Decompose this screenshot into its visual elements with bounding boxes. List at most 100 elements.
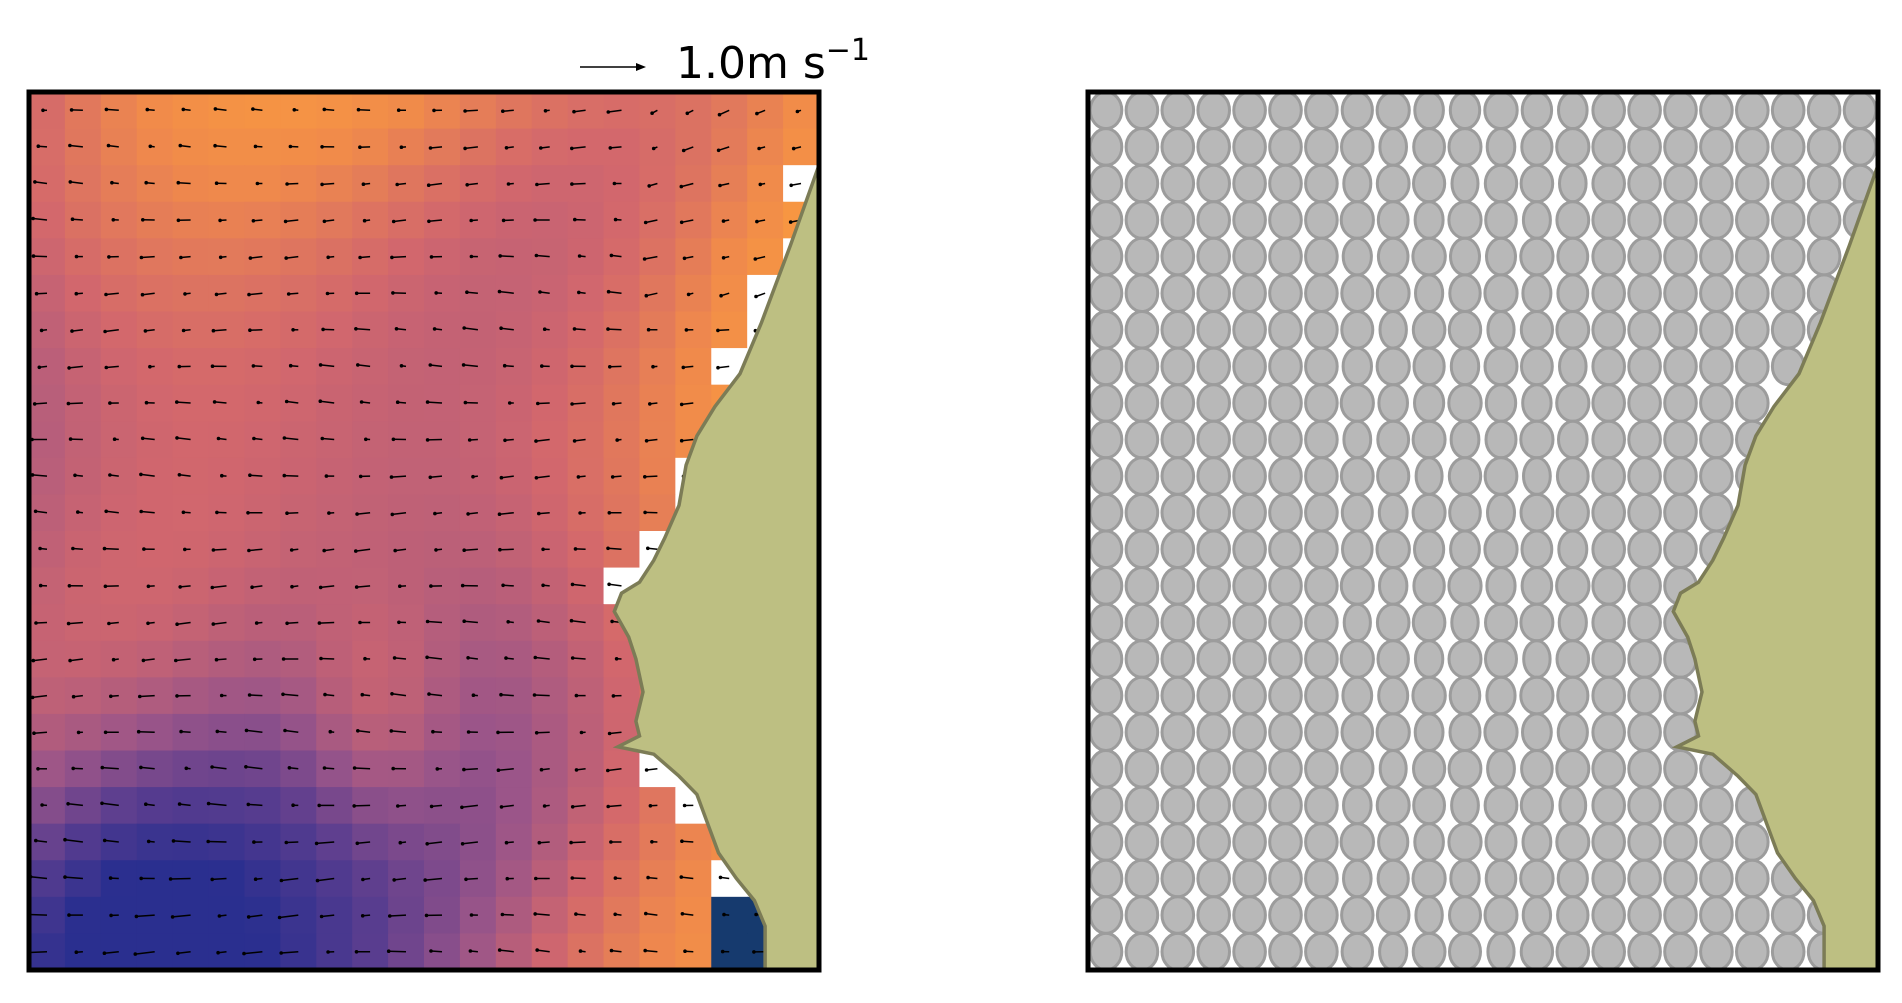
variance-ellipse [1270,275,1302,312]
variance-ellipse [1162,494,1194,531]
heatmap-cell [101,824,138,861]
variance-ellipse [1234,787,1266,824]
velocity-arrowhead [360,400,364,404]
variance-ellipse [1701,312,1733,349]
velocity-arrowhead [722,219,726,223]
variance-ellipse [1306,348,1338,385]
velocity-arrowhead [503,439,507,443]
heatmap-cell [244,202,281,239]
heatmap-cell [604,202,641,239]
variance-ellipse [1162,312,1194,349]
velocity-arrow [390,915,406,916]
heatmap-cell [388,604,425,641]
variance-ellipse [1126,677,1158,714]
variance-ellipse [1234,92,1266,129]
heatmap-cell [101,458,138,495]
variance-ellipse [1772,897,1804,934]
heatmap-cell [460,641,497,678]
velocity-arrowhead [460,806,464,810]
velocity-arrowhead [498,512,502,516]
variance-ellipse [1162,421,1194,458]
heatmap-cell [65,458,102,495]
heatmap-cell [424,641,461,678]
velocity-arrowhead [427,220,431,224]
velocity-arrowhead [67,622,71,626]
velocity-arrowhead [613,913,617,917]
velocity-arrow [571,842,586,843]
velocity-arrowhead [612,694,616,698]
velocity-arrowhead [436,767,440,771]
variance-ellipse [1234,604,1266,641]
variance-ellipse [1737,933,1769,970]
velocity-arrowhead [70,108,74,112]
variance-ellipse [1737,348,1769,385]
heatmap-cell [675,312,712,349]
variance-ellipse [1593,641,1625,678]
variance-ellipse [1234,714,1266,751]
velocity-arrowhead [390,692,394,696]
velocity-arrowhead [504,656,508,660]
velocity-arrowhead [285,400,289,404]
variance-ellipse [1306,751,1338,788]
velocity-arrow [572,878,585,879]
heatmap-cell [675,897,712,934]
velocity-arrowhead [69,437,73,441]
heatmap-cell [424,604,461,641]
variance-ellipse [1234,897,1266,934]
heatmap-cell [316,238,353,275]
velocity-arrowhead [355,585,359,589]
variance-ellipse [1377,897,1409,934]
variance-ellipse [1090,275,1122,312]
variance-ellipse [1665,677,1697,714]
velocity-arrowhead [70,329,74,333]
velocity-arrowhead [400,145,404,149]
velocity-arrowhead [113,437,117,441]
velocity-arrowhead [109,876,113,880]
velocity-arrowhead [281,693,285,697]
variance-ellipse [1198,787,1230,824]
velocity-arrow [171,879,191,880]
quiver-key-value: 1.0 [676,38,746,89]
velocity-arrowhead [578,511,582,515]
velocity-arrow [34,256,48,257]
velocity-arrowhead [388,914,392,918]
velocity-arrowhead [146,622,150,626]
variance-ellipse [1416,458,1442,495]
heatmap-cell [316,494,353,531]
variance-ellipse [1162,897,1194,934]
velocity-arrow [250,695,263,696]
variance-ellipse [1629,860,1661,897]
velocity-arrowhead [185,767,189,771]
velocity-arrowhead [220,694,224,698]
variance-ellipse [1126,385,1158,422]
velocity-arrowhead [249,256,253,260]
velocity-arrowhead [252,840,256,844]
velocity-arrowhead [682,366,686,370]
variance-ellipse [1737,897,1769,934]
variance-ellipse [1126,129,1158,166]
velocity-arrowhead [572,110,576,114]
velocity-arrowhead [535,476,539,480]
variance-ellipse [1162,458,1194,495]
velocity-arrow [392,257,406,258]
velocity-arrowhead [543,804,547,808]
variance-ellipse [1772,275,1804,312]
velocity-arrowhead [353,766,357,770]
velocity-arrowhead [498,548,502,552]
velocity-arrowhead [429,476,433,480]
velocity-arrowhead [107,622,111,626]
velocity-arrowhead [396,804,400,808]
variance-ellipse [1090,824,1122,861]
velocity-arrowhead [285,511,289,515]
velocity-arrowhead [33,402,37,406]
velocity-arrowhead [248,473,252,477]
velocity-arrow [535,695,550,696]
velocity-arrowhead [571,876,575,880]
variance-ellipse [1162,933,1194,970]
velocity-arrowhead [614,876,618,880]
variance-ellipse [1090,531,1122,568]
variance-ellipse [1558,238,1588,275]
heatmap-cell [280,714,317,751]
velocity-arrowhead [284,256,288,260]
velocity-arrow [322,184,334,185]
